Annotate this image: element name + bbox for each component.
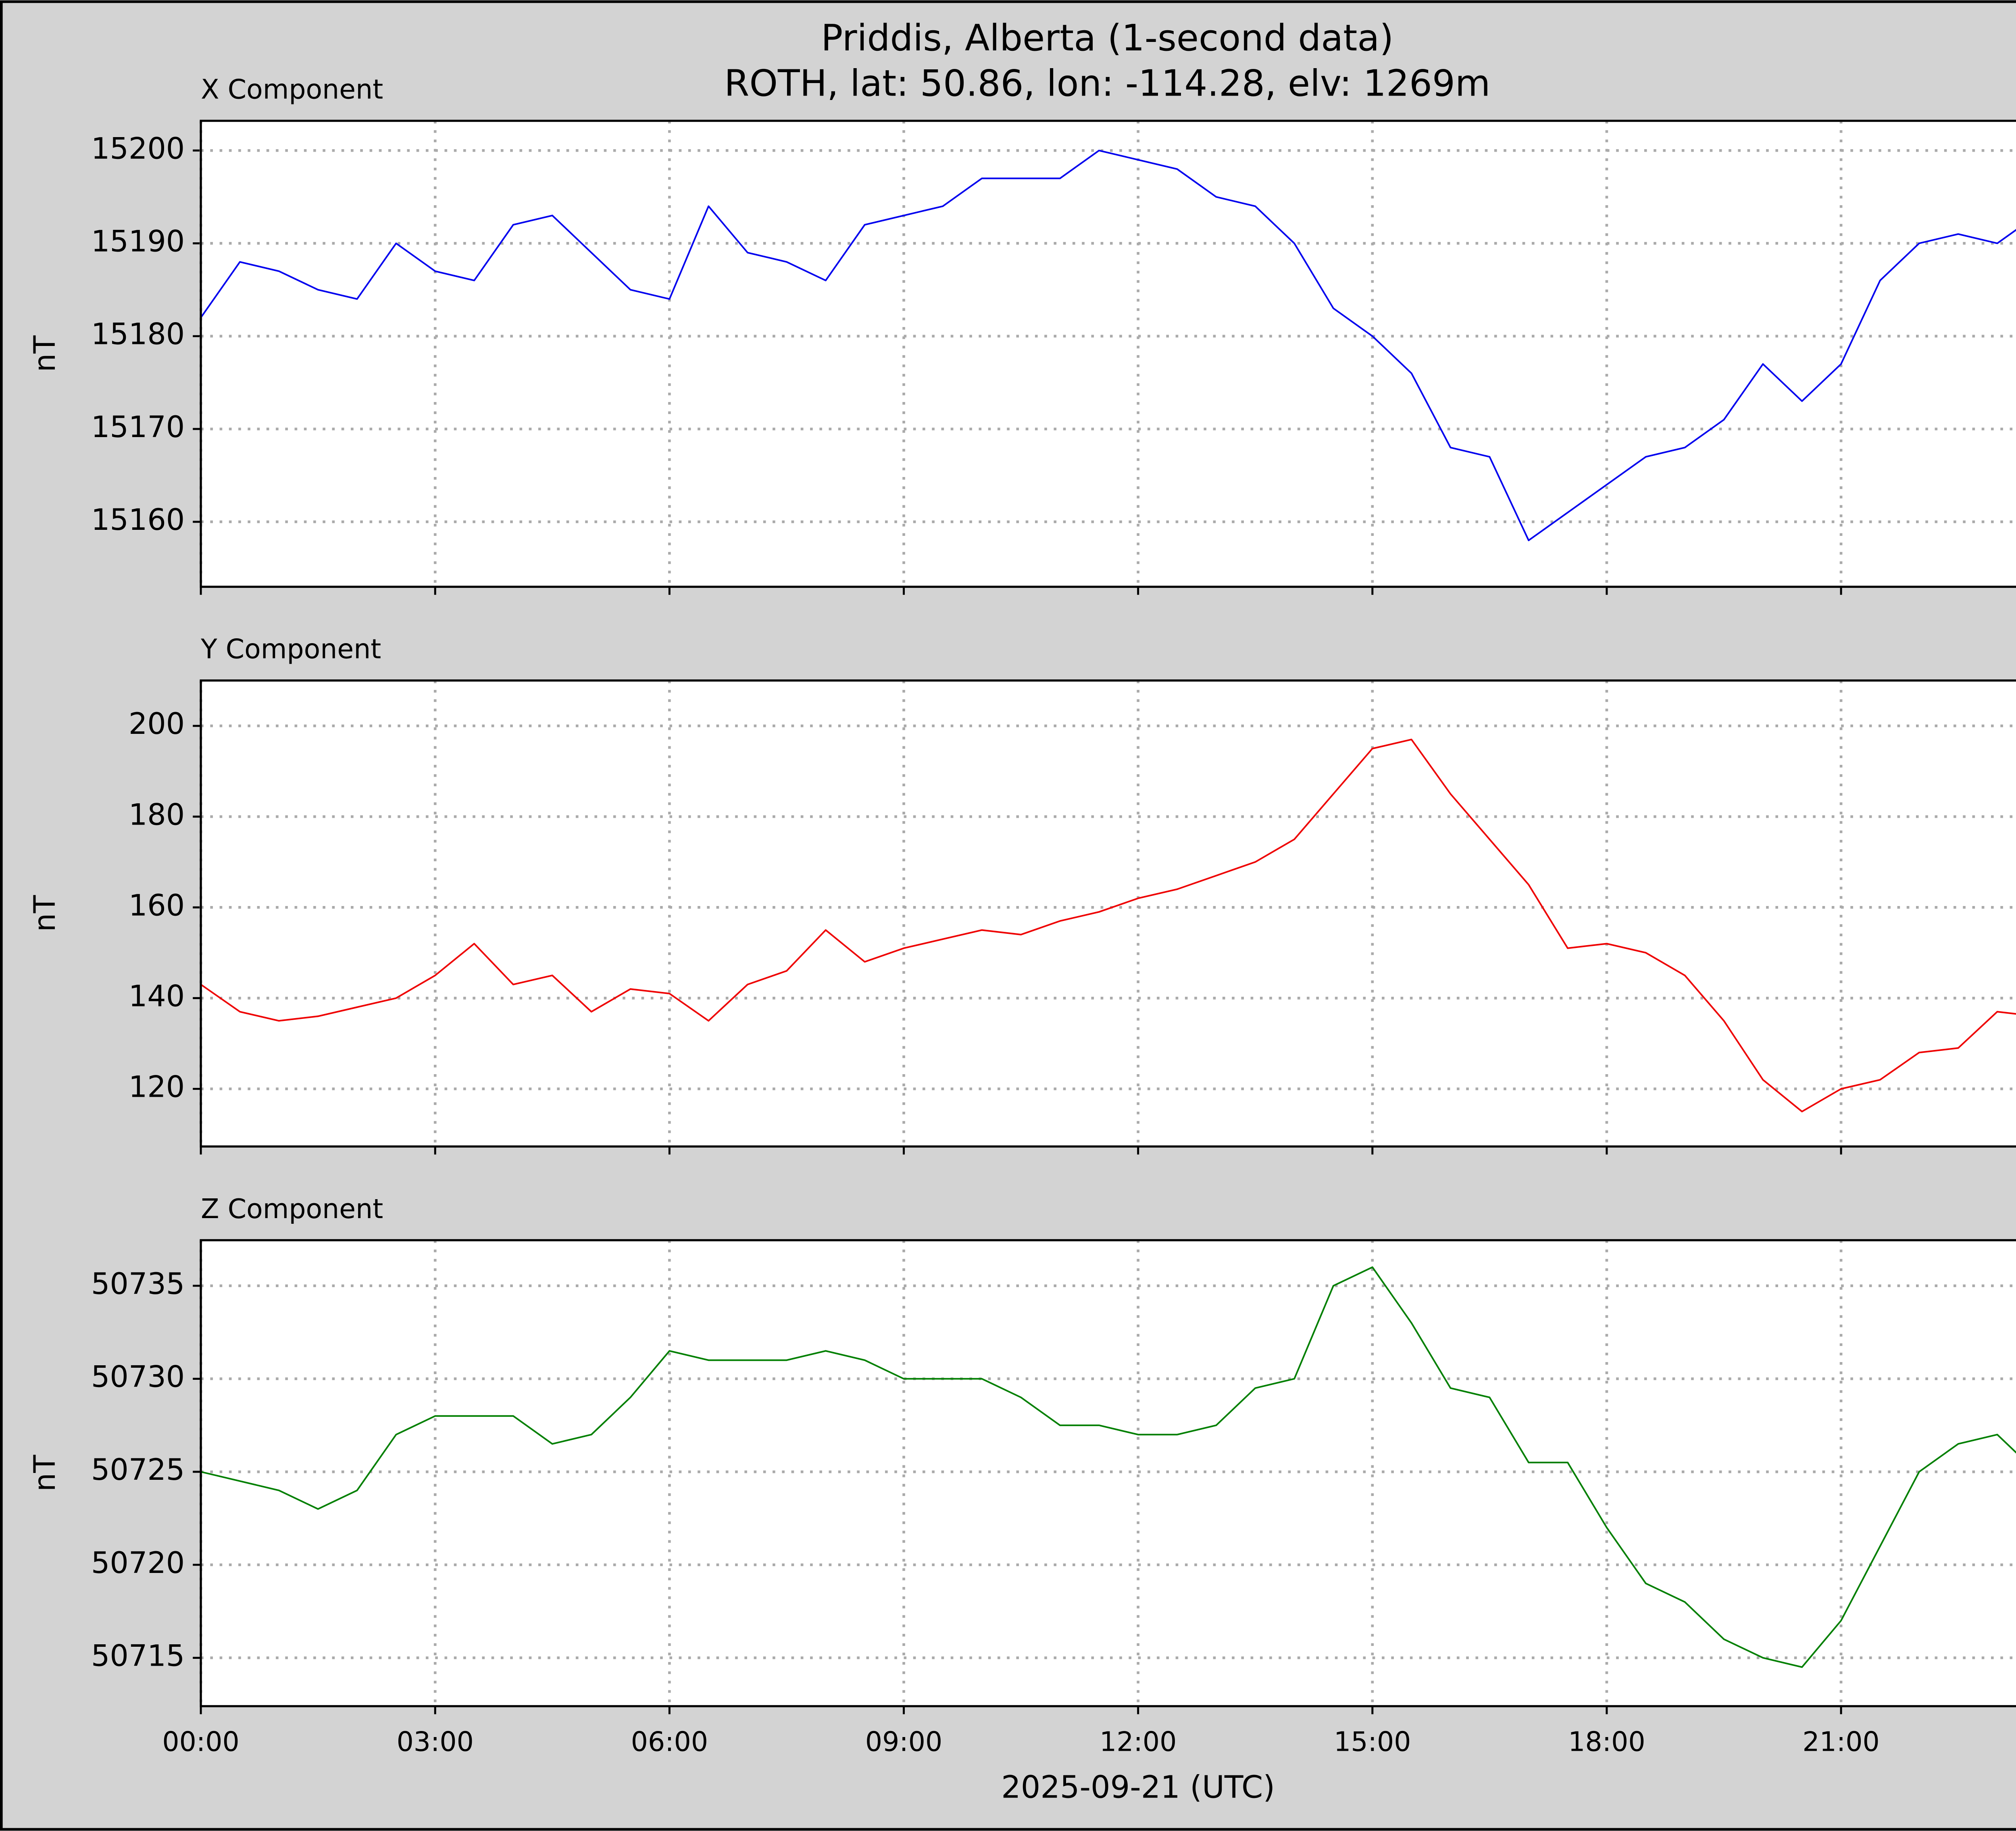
x-tick-label: 18:00	[1568, 1726, 1645, 1757]
x-tick-label: 03:00	[397, 1726, 474, 1757]
x-tick-label: 12:00	[1100, 1726, 1177, 1757]
y-tick-label: 50715	[91, 1639, 185, 1673]
y-tick-label: 50725	[91, 1453, 185, 1487]
y-tick-label: 120	[129, 1070, 185, 1104]
y-tick-label: 50720	[91, 1546, 185, 1580]
x-tick-label: 21:00	[1802, 1726, 1879, 1757]
y-tick-label: 15180	[91, 317, 185, 352]
y-axis-label: nT	[28, 1455, 62, 1491]
panel-title: Z Component	[201, 1193, 383, 1225]
data-line	[200, 1266, 2016, 1668]
plot-area	[201, 1240, 2016, 1706]
plot-area	[201, 121, 2016, 587]
y-tick-label: 200	[129, 707, 185, 741]
y-tick-label: 15200	[91, 131, 185, 166]
figure-subtitle: ROTH, lat: 50.86, lon: -114.28, elv: 126…	[724, 63, 1490, 105]
data-line	[200, 150, 2016, 542]
y-tick-label: 50735	[91, 1267, 185, 1301]
y-tick-label: 140	[129, 979, 185, 1013]
x-tick-label: 00:00	[162, 1726, 239, 1757]
x-axis-label: 2025-09-21 (UTC)	[1001, 1769, 1275, 1805]
panel-title: Y Component	[200, 633, 381, 665]
y-tick-label: 15160	[91, 503, 185, 537]
panel-title: X Component	[201, 74, 383, 105]
y-tick-label: 160	[129, 888, 185, 923]
plot-area	[201, 680, 2016, 1147]
x-tick-label: 06:00	[631, 1726, 708, 1757]
plot-border	[200, 119, 2016, 588]
figure-title: Priddis, Alberta (1-second data)	[821, 17, 1393, 59]
y-tick-label: 15190	[91, 224, 185, 258]
x-tick-label: 15:00	[1334, 1726, 1411, 1757]
plot-border	[200, 679, 2016, 1148]
plot-border	[200, 1239, 2016, 1708]
y-tick-label: 50730	[91, 1360, 185, 1394]
y-tick-label: 180	[129, 798, 185, 832]
y-axis-label: nT	[28, 895, 62, 932]
y-tick-label: 15170	[91, 410, 185, 444]
y-axis-label: nT	[28, 335, 62, 372]
data-line	[200, 738, 2016, 1112]
x-tick-label: 09:00	[865, 1726, 942, 1757]
